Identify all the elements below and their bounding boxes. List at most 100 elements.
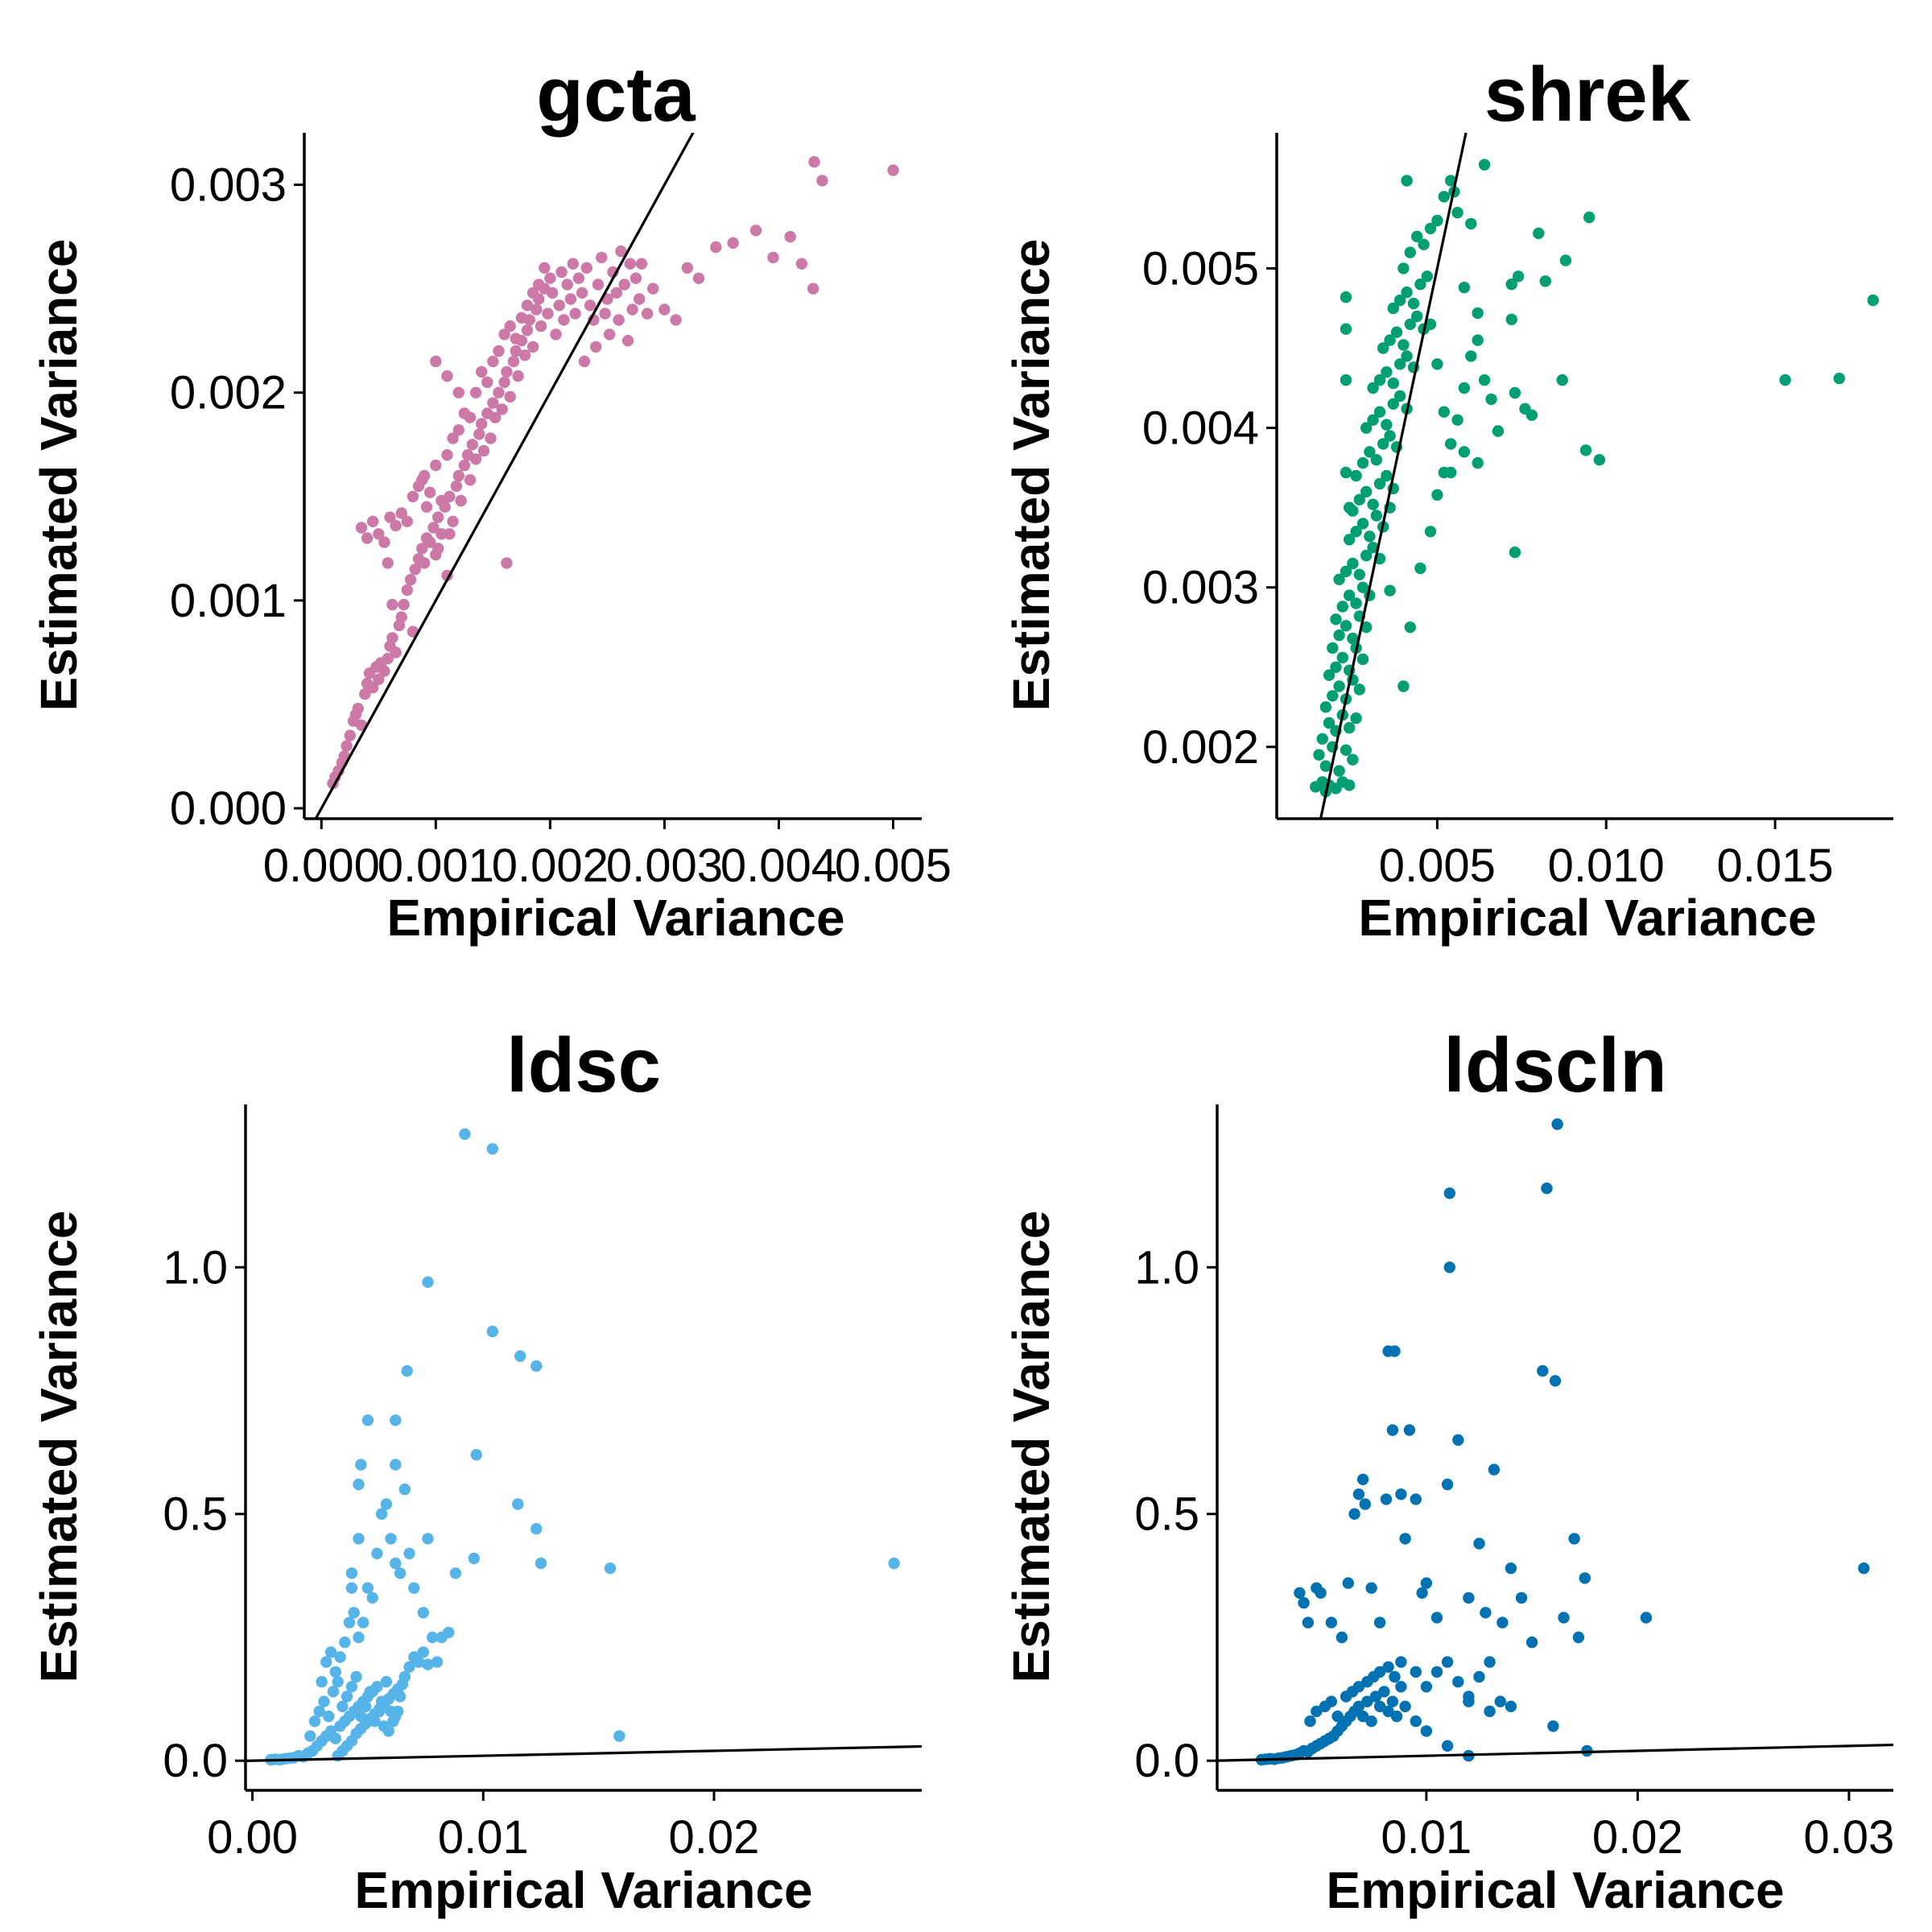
- points-ldscln: [1255, 1118, 1870, 1766]
- data-point: [1484, 1656, 1496, 1668]
- panel-gcta: gcta Empirical Variance Estimated Varian…: [30, 52, 952, 947]
- data-point: [1403, 1424, 1416, 1436]
- data-point: [355, 1459, 367, 1471]
- data-point: [1344, 534, 1356, 546]
- data-point: [1390, 1710, 1403, 1723]
- data-point: [1397, 680, 1410, 692]
- data-point: [1356, 1473, 1369, 1486]
- data-point: [417, 1646, 429, 1658]
- data-point: [618, 279, 630, 291]
- data-point: [308, 1715, 321, 1728]
- data-point: [1381, 469, 1393, 482]
- data-point: [1350, 469, 1362, 482]
- data-point: [1330, 661, 1342, 673]
- data-point: [1473, 1538, 1485, 1550]
- data-point: [1525, 1636, 1538, 1649]
- data-point: [395, 507, 407, 519]
- data-point: [1387, 377, 1400, 390]
- data-point: [477, 444, 490, 457]
- x-tick-label: 0.004: [720, 840, 837, 892]
- data-point: [1512, 270, 1525, 283]
- reference-line: [246, 1744, 922, 1763]
- data-point: [1370, 510, 1383, 522]
- data-point: [361, 1414, 374, 1426]
- data-point: [1390, 326, 1403, 338]
- data-point: [486, 1143, 498, 1155]
- data-point: [343, 1616, 356, 1629]
- data-point: [1431, 214, 1443, 227]
- data-point: [1389, 1670, 1401, 1683]
- data-point: [1381, 419, 1393, 431]
- data-point: [447, 515, 459, 527]
- data-point: [1505, 313, 1517, 325]
- data-point: [1369, 1690, 1382, 1703]
- data-point: [1416, 1587, 1428, 1600]
- data-point: [355, 522, 368, 534]
- data-point: [1525, 409, 1538, 421]
- data-point: [416, 474, 428, 486]
- data-point: [604, 328, 616, 341]
- data-point: [1353, 493, 1366, 506]
- y-axis-label-shrek: Estimated Variance: [1002, 239, 1060, 712]
- data-point: [329, 1666, 341, 1678]
- data-point: [592, 279, 605, 291]
- data-point: [332, 1676, 344, 1688]
- data-point: [1378, 1686, 1390, 1698]
- data-point: [1359, 1498, 1372, 1510]
- data-point: [424, 486, 436, 498]
- data-point: [1556, 374, 1568, 386]
- data-point: [1438, 406, 1451, 418]
- data-point: [1441, 1656, 1454, 1668]
- data-point: [1640, 1612, 1653, 1624]
- data-point: [670, 314, 682, 326]
- data-point: [626, 303, 638, 316]
- data-point: [378, 536, 390, 548]
- data-point: [390, 519, 402, 532]
- data-point: [386, 598, 398, 611]
- data-point: [476, 365, 488, 378]
- data-point: [344, 729, 356, 741]
- data-point: [443, 1626, 455, 1639]
- data-point: [501, 557, 513, 569]
- data-point: [767, 251, 779, 264]
- data-point: [345, 1582, 358, 1594]
- data-point: [530, 303, 543, 316]
- data-point: [1356, 518, 1369, 530]
- data-point: [681, 262, 693, 274]
- data-point: [1352, 1488, 1365, 1501]
- data-point: [630, 272, 642, 284]
- data-point: [1340, 466, 1352, 479]
- data-point: [422, 1533, 434, 1545]
- data-point: [493, 386, 505, 398]
- data-point: [1377, 342, 1389, 354]
- data-point: [384, 511, 396, 523]
- data-point: [1386, 1424, 1399, 1436]
- data-point: [1397, 339, 1410, 351]
- data-point: [533, 279, 545, 291]
- data-point: [390, 1414, 402, 1426]
- data-point: [498, 328, 510, 341]
- data-point: [1463, 1695, 1475, 1707]
- data-point: [1438, 191, 1451, 203]
- data-point: [512, 1498, 524, 1510]
- data-point: [1330, 613, 1342, 625]
- data-point: [496, 403, 508, 415]
- data-point: [647, 283, 659, 295]
- data-point: [542, 308, 554, 320]
- data-point: [526, 341, 539, 353]
- data-point: [1394, 358, 1406, 370]
- data-point: [1340, 323, 1352, 335]
- data-point: [1431, 358, 1443, 370]
- data-point: [808, 155, 820, 168]
- data-point: [558, 314, 570, 326]
- data-point: [807, 283, 819, 295]
- data-point: [580, 262, 592, 274]
- data-point: [634, 293, 646, 305]
- data-point: [1858, 1563, 1870, 1575]
- data-point: [1344, 502, 1356, 514]
- data-point: [1367, 542, 1379, 554]
- y-tick-label: 1.0: [1134, 1241, 1199, 1294]
- data-point: [1445, 438, 1457, 450]
- data-point: [1311, 1705, 1323, 1718]
